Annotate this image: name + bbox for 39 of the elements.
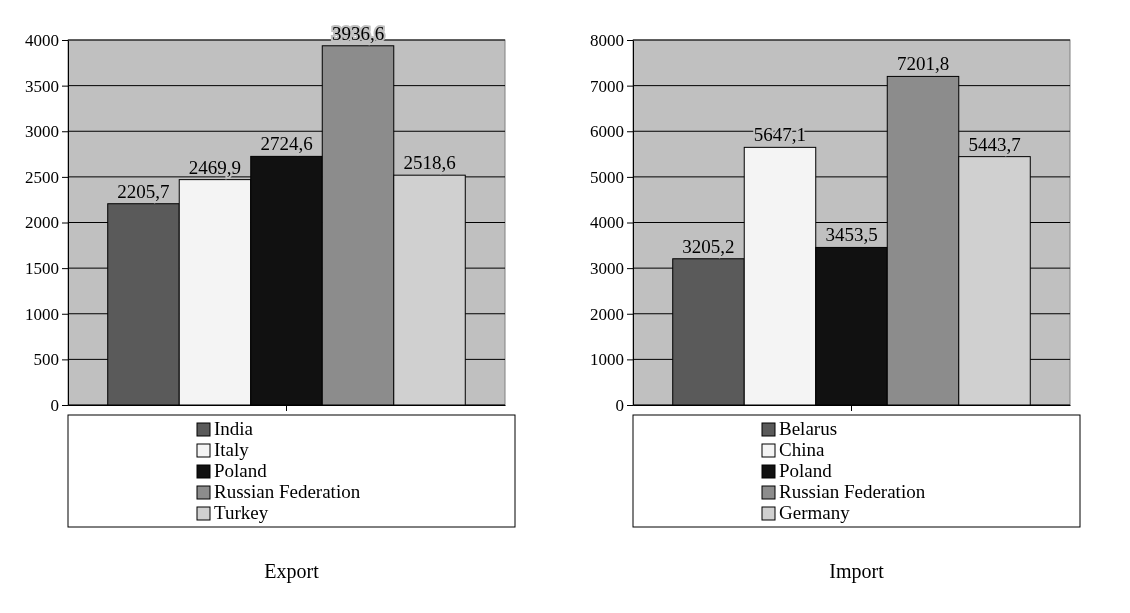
y-tick-label: 1000 bbox=[25, 304, 59, 324]
legend-label: Italy bbox=[214, 439, 250, 460]
y-tick-label: 3000 bbox=[590, 259, 624, 279]
data-label: 2469,9 bbox=[188, 156, 242, 178]
data-label: 2518,6 bbox=[403, 152, 456, 174]
y-tick-label: 8000 bbox=[590, 30, 624, 50]
legend-label: Germany bbox=[779, 502, 851, 523]
y-tick-label: 3500 bbox=[25, 76, 59, 96]
legend-label: Belarus bbox=[779, 418, 838, 439]
y-tick-label: 2500 bbox=[25, 167, 59, 187]
y-tick-label: 6000 bbox=[590, 122, 624, 142]
legend-label: China bbox=[779, 439, 825, 460]
y-tick-label: 1500 bbox=[25, 259, 59, 279]
data-label: 2724,6 bbox=[260, 133, 313, 155]
legend-label: Russian Federation bbox=[214, 481, 361, 502]
y-tick-label: 4000 bbox=[25, 30, 59, 50]
y-tick-label: 2000 bbox=[590, 304, 624, 324]
y-tick-label: 0 bbox=[50, 395, 59, 415]
y-tick-label: 7000 bbox=[590, 76, 624, 96]
data-label: 3205,2 bbox=[682, 235, 735, 257]
legend-label: India bbox=[214, 418, 254, 439]
data-label: 3453,5 bbox=[825, 224, 878, 246]
y-tick-label: 2000 bbox=[25, 213, 59, 233]
text: Import bbox=[829, 560, 885, 583]
y-tick-label: 5000 bbox=[590, 167, 624, 187]
legend-label: Poland bbox=[779, 460, 833, 481]
data-label: 7201,8 bbox=[896, 53, 950, 75]
data-label: 5443,7 bbox=[968, 133, 1021, 155]
legend-label: Turkey bbox=[214, 502, 269, 523]
text: Export bbox=[264, 560, 320, 583]
legend-label: Poland bbox=[214, 460, 268, 481]
y-tick-label: 500 bbox=[33, 350, 59, 370]
y-tick-label: 4000 bbox=[590, 213, 624, 233]
y-tick-label: 1000 bbox=[590, 350, 624, 370]
y-tick-label: 0 bbox=[615, 395, 624, 415]
legend-label: Russian Federation bbox=[779, 481, 926, 502]
y-tick-label: 3000 bbox=[25, 122, 59, 142]
data-label: 2205,7 bbox=[117, 180, 170, 202]
data-label: 3936,6 bbox=[331, 22, 385, 44]
